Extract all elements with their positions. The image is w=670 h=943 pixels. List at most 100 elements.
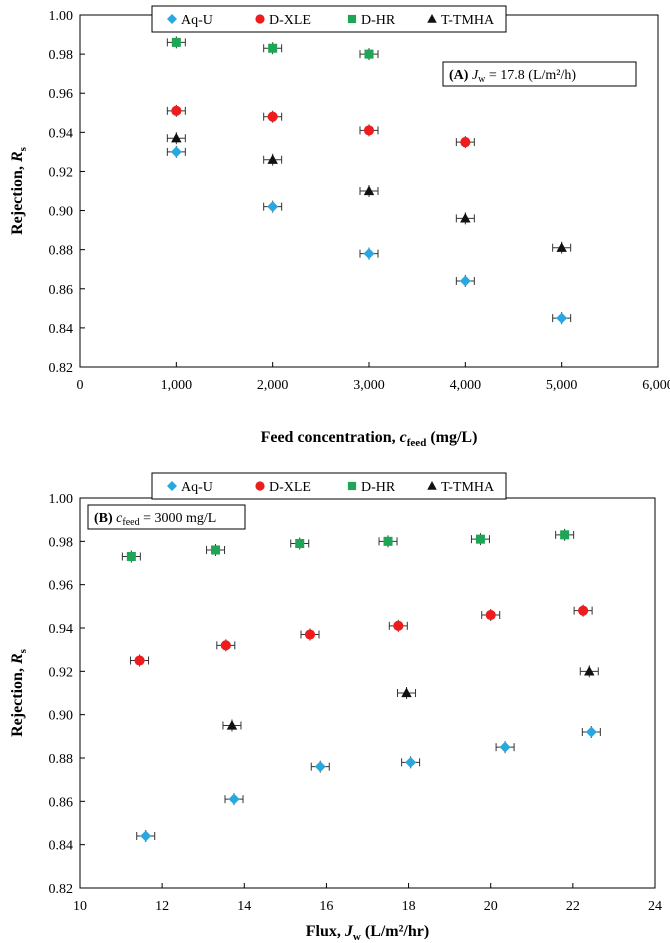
x-axis-label: Feed concentration, cfeed (mg/L)	[261, 429, 478, 449]
data-point	[363, 248, 375, 260]
data-point	[171, 37, 181, 47]
legend-label: D-HR	[361, 13, 396, 28]
y-tick-label: 0.92	[49, 165, 74, 180]
data-point	[220, 640, 231, 651]
annotation-text: (A) Jw = 17.8 (L/m²/h)	[449, 68, 576, 85]
x-axis-label: Flux, Jw (L/m²/hr)	[306, 923, 429, 943]
y-tick-label: 1.00	[49, 9, 74, 24]
legend-box	[151, 5, 507, 33]
y-tick-label: 0.84	[49, 322, 74, 337]
data-point	[304, 629, 316, 640]
y-tick-label: 0.84	[49, 839, 74, 854]
data-point	[170, 146, 182, 158]
y-tick-label: 0.88	[49, 752, 74, 767]
legend-marker	[427, 481, 437, 490]
annotation-box	[442, 61, 637, 87]
legend-marker	[167, 14, 177, 24]
data-point	[211, 545, 221, 555]
legend-label: D-XLE	[269, 13, 311, 28]
legend-marker	[347, 481, 357, 491]
legend-label: T-TMHA	[441, 13, 495, 28]
data-point	[578, 605, 589, 616]
legend-label: T-TMHA	[441, 480, 495, 495]
y-tick-label: 0.86	[49, 283, 74, 298]
data-point	[134, 655, 145, 666]
chart-b: 0.82 0.84 0.86 0.88 0.90 0.92 0.94 0.96 0.98 1.00…	[9, 472, 662, 943]
x-tick-label: 10	[73, 899, 87, 914]
data-point	[267, 111, 278, 122]
legend-label: Aq-U	[181, 480, 213, 495]
y-tick-label: 0.88	[49, 244, 74, 259]
data-point	[267, 154, 278, 164]
data-point	[401, 687, 412, 698]
legend-label: D-HR	[361, 480, 396, 495]
data-point	[314, 761, 326, 773]
legend-marker	[347, 14, 357, 24]
legend-marker	[427, 14, 437, 23]
x-tick-label: 20	[484, 899, 498, 914]
data-point	[295, 538, 305, 549]
y-tick-label: 0.96	[49, 579, 74, 594]
data-point	[393, 620, 404, 631]
x-tick-label: 14	[237, 899, 251, 914]
x-tick-label: 4,000	[450, 378, 482, 393]
annotation-text: (B) cfeed = 3000 mg/L	[94, 511, 216, 528]
annotation-box	[87, 504, 246, 530]
data-point	[268, 43, 278, 53]
x-tick-label: 1,000	[161, 378, 193, 393]
legend-label: Aq-U	[181, 13, 213, 28]
data-point	[383, 536, 393, 546]
y-tick-label: 0.90	[49, 709, 74, 724]
x-tick-label: 22	[566, 899, 580, 914]
y-tick-label: 0.82	[49, 882, 74, 897]
data-point	[126, 551, 136, 562]
plot-frame	[79, 497, 656, 889]
x-tick-label: 3,000	[353, 378, 385, 393]
y-tick-label: 0.94	[49, 622, 74, 637]
data-point	[363, 125, 375, 136]
legend-marker	[255, 14, 265, 24]
data-point	[171, 105, 182, 116]
data-point	[499, 741, 511, 753]
x-tick-label: 0	[77, 378, 84, 393]
legend-marker	[255, 481, 265, 491]
data-point	[228, 793, 240, 805]
y-tick-label: 0.98	[49, 48, 74, 63]
data-point	[584, 665, 595, 676]
data-point	[405, 756, 417, 768]
data-point	[267, 201, 279, 213]
y-tick-label: 0.96	[49, 87, 74, 102]
data-point	[460, 137, 471, 148]
data-point	[556, 242, 567, 252]
x-tick-label: 12	[155, 899, 169, 914]
y-tick-label: 1.00	[49, 492, 74, 507]
y-tick-label: 0.98	[49, 535, 74, 550]
data-point	[171, 132, 182, 143]
x-tick-label: 6,000	[642, 378, 670, 393]
data-point	[364, 49, 374, 59]
data-point	[460, 212, 471, 223]
x-tick-label: 24	[648, 899, 662, 914]
y-tick-label: 0.92	[49, 665, 74, 680]
data-point	[585, 726, 597, 738]
data-point	[475, 534, 485, 544]
y-tick-label: 0.90	[49, 205, 74, 220]
y-axis-label: Rejection, Rs	[9, 648, 29, 737]
x-tick-label: 16	[319, 899, 333, 914]
legend-box	[151, 472, 507, 500]
data-point	[485, 609, 496, 621]
y-tick-label: 0.86	[49, 795, 74, 810]
legend-label: D-XLE	[269, 480, 311, 495]
data-point	[560, 530, 570, 540]
x-tick-label: 5,000	[546, 378, 578, 393]
data-point	[556, 312, 568, 324]
x-tick-label: 18	[402, 899, 416, 914]
data-point	[363, 185, 375, 196]
data-point	[140, 830, 152, 842]
y-tick-label: 0.94	[49, 126, 74, 141]
data-point	[226, 720, 238, 730]
y-tick-label: 0.82	[49, 361, 74, 376]
chart-a: 0.82 0.84 0.86 0.88 0.90 0.92 0.94 0.96 0.98 1.00…	[9, 5, 670, 449]
x-tick-label: 2,000	[257, 378, 289, 393]
y-axis-label: Rejection, Rs	[9, 146, 29, 235]
